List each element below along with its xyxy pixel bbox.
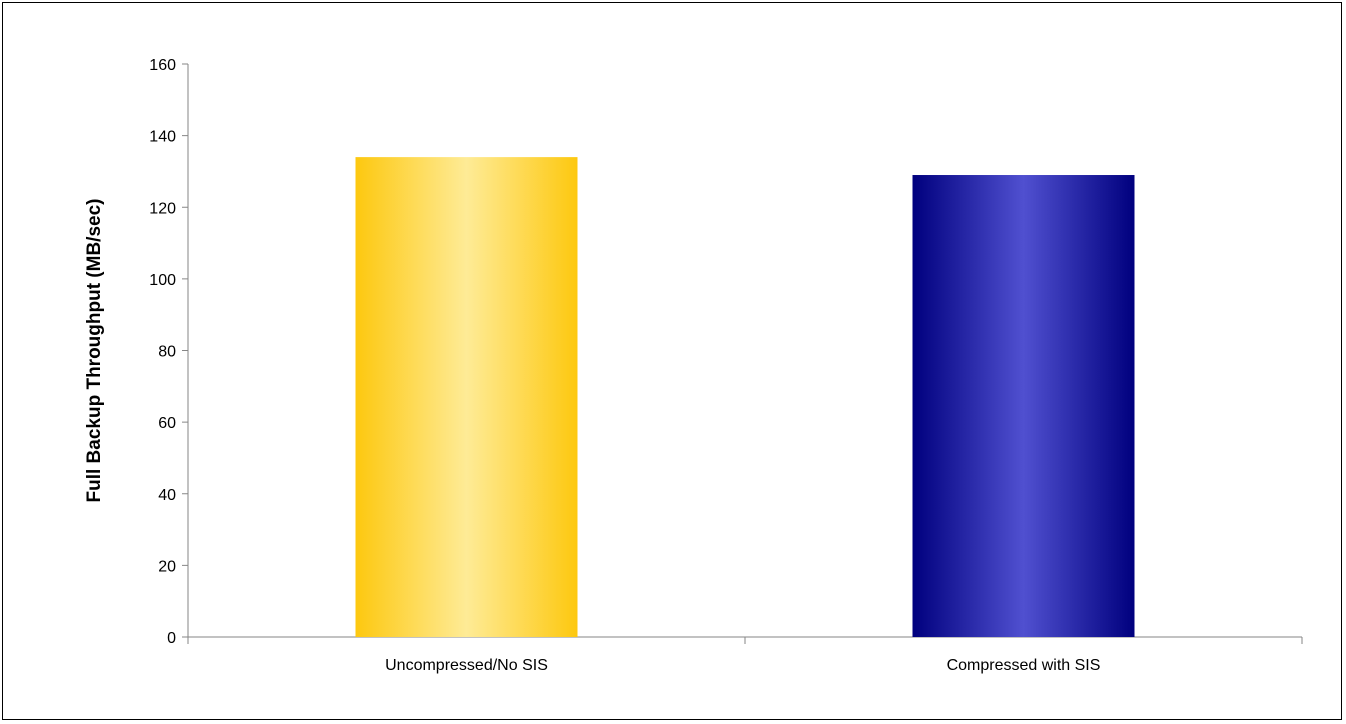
bar-0 <box>355 157 578 638</box>
y-tick-label: 160 <box>149 57 176 74</box>
bar-1 <box>912 175 1135 638</box>
y-tick-label: 20 <box>158 558 176 575</box>
y-tick-label: 120 <box>149 200 176 217</box>
bars <box>355 157 1135 638</box>
y-axis-title: Full Backup Throughput (MB/sec) <box>84 199 105 503</box>
x-category-label: Compressed with SIS <box>947 657 1101 674</box>
y-tick-label: 140 <box>149 129 176 146</box>
x-axis: Uncompressed/No SIS Compressed with SIS <box>187 636 1303 674</box>
x-category-label: Uncompressed/No SIS <box>385 657 548 674</box>
y-tick-label: 100 <box>149 272 176 289</box>
y-tick-label: 0 <box>167 630 176 647</box>
y-tick-label: 80 <box>158 344 176 361</box>
y-tick-label: 60 <box>158 415 176 432</box>
y-tick-label: 40 <box>158 487 176 504</box>
y-axis: 0 20 40 60 80 100 120 140 160 <box>149 57 189 647</box>
